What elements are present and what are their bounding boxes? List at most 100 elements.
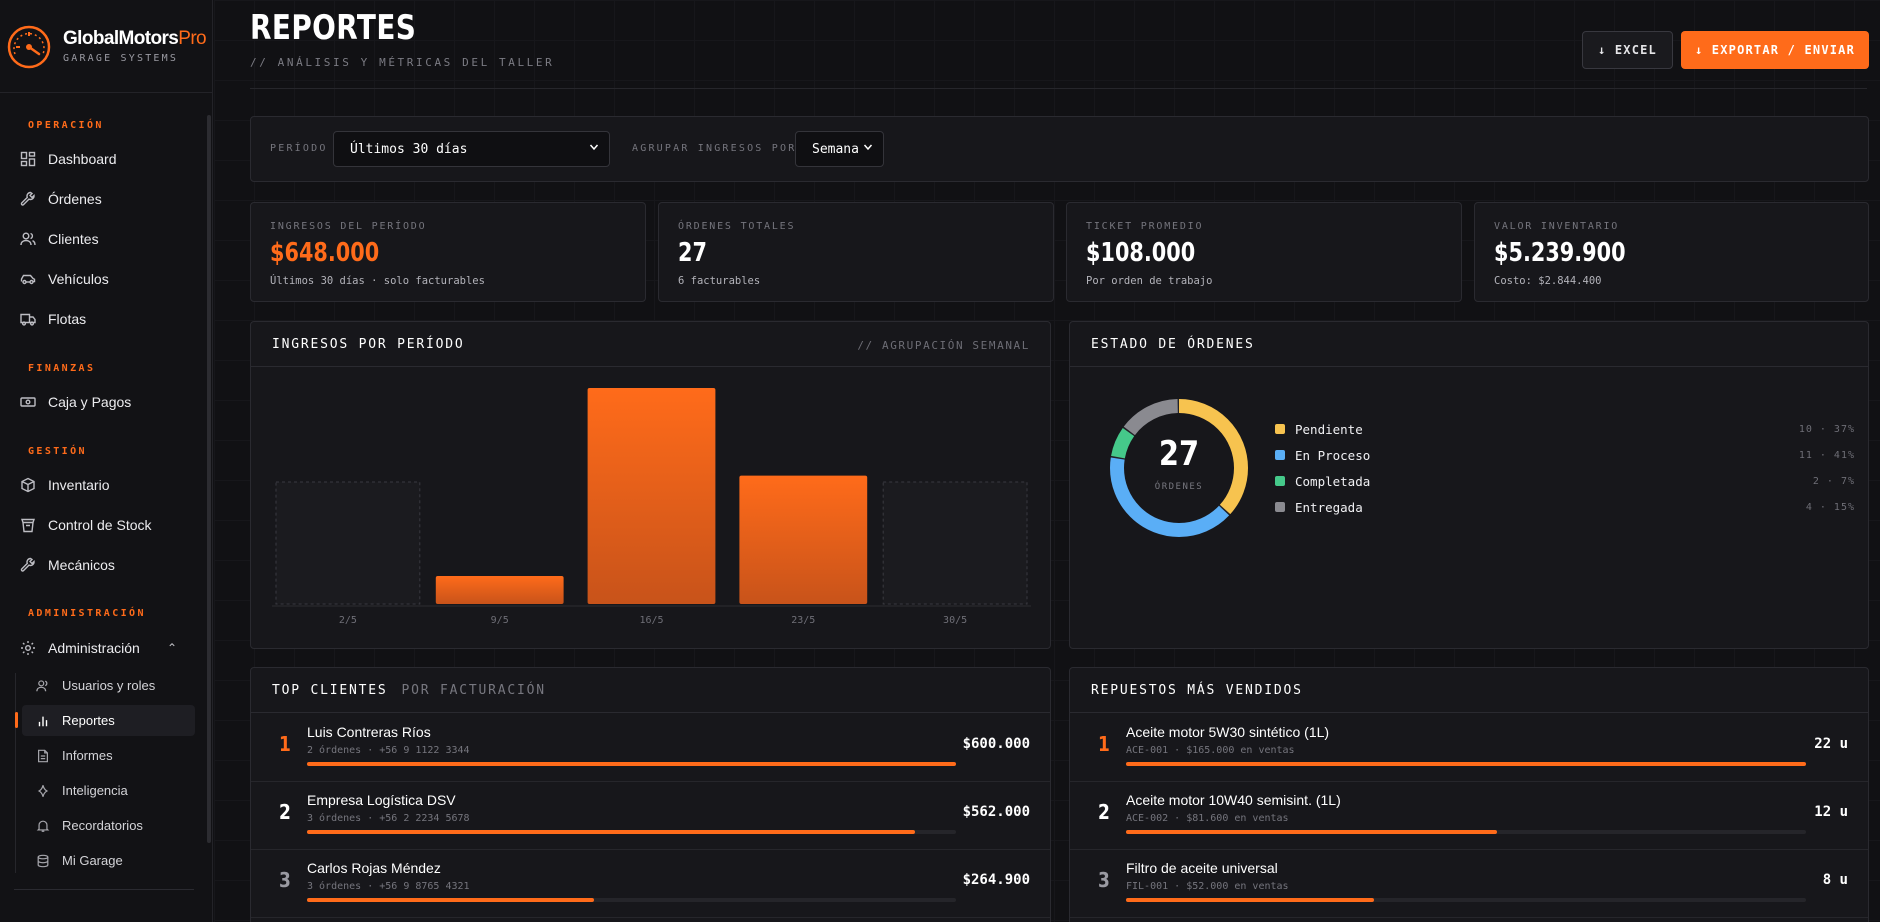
group-by-select-value: Semana — [812, 141, 859, 157]
sidebar-subitem-informes[interactable]: Informes — [22, 740, 195, 771]
legend-swatch — [1275, 476, 1285, 486]
panel-title: REPUESTOS MÁS VENDIDOS — [1091, 683, 1303, 698]
rank: 1 — [1098, 732, 1110, 756]
donut-segment[interactable] — [1110, 399, 1248, 537]
sidebar: GlobalMotorsPro GARAGE SYSTEMS OPERACIÓN… — [0, 0, 213, 922]
legend-label: En Proceso — [1295, 447, 1371, 463]
client-row[interactable]: 2 Empresa Logística DSV 3 órdenes · +56 … — [251, 782, 1050, 850]
donut-segment[interactable] — [1110, 399, 1248, 537]
panel-subtitle: POR FACTURACIÓN — [401, 683, 546, 698]
empty-bar — [882, 481, 1028, 605]
legend-item-pendiente: Pendiente 10 · 37% — [1275, 420, 1855, 438]
part-row[interactable]: 1 Aceite motor 5W30 sintético (1L) ACE-0… — [1070, 714, 1868, 782]
donut-total-label: ÓRDENES — [1154, 482, 1204, 492]
sparkle-icon — [36, 784, 50, 798]
revenue-chart-panel: INGRESOS POR PERÍODO // AGRUPACIÓN SEMAN… — [250, 321, 1051, 649]
active-indicator — [15, 712, 18, 728]
period-select[interactable]: Últimos 30 días — [333, 131, 610, 167]
legend-swatch — [1275, 450, 1285, 460]
kpi-label: TICKET PROMEDIO — [1086, 221, 1204, 232]
sidebar-subitem-mi-garage[interactable]: Mi Garage — [22, 845, 195, 876]
wrench-icon — [20, 557, 36, 573]
legend-label: Completada — [1295, 473, 1371, 489]
sidebar-subitem-label: Reportes — [62, 713, 115, 728]
sidebar-subitem-label: Recordatorios — [62, 818, 143, 833]
truck-icon — [20, 311, 36, 327]
client-row[interactable]: 3 Carlos Rojas Méndez 3 órdenes · +56 9 … — [251, 850, 1050, 918]
export-send-button[interactable]: ↓ EXPORTAR / ENVIAR — [1681, 31, 1869, 69]
kpi-card-ordenes: ÓRDENES TOTALES 27 6 facturables — [658, 202, 1054, 302]
rank: 3 — [1098, 868, 1110, 892]
gear-icon — [20, 640, 36, 656]
sidebar-item-vehiculos[interactable]: Vehículos — [20, 263, 195, 295]
page-title: REPORTES — [250, 8, 417, 48]
legend-value: 2 · 7% — [1812, 475, 1855, 487]
sidebar-subitem-reportes[interactable]: Reportes — [22, 705, 195, 736]
sidebar-subitem-usuarios-roles[interactable]: Usuarios y roles — [22, 670, 195, 701]
part-row[interactable]: 3 Filtro de aceite universal FIL-001 · $… — [1070, 850, 1868, 918]
sidebar-item-flotas[interactable]: Flotas — [20, 303, 195, 335]
excel-button[interactable]: ↓ EXCEL — [1582, 31, 1673, 69]
brand-logo[interactable]: GlobalMotorsPro GARAGE SYSTEMS — [6, 20, 207, 76]
sidebar-subitem-recordatorios[interactable]: Recordatorios — [22, 810, 195, 841]
kpi-value: $108.000 — [1086, 238, 1196, 268]
kpi-card-ticket: TICKET PROMEDIO $108.000 Por orden de tr… — [1066, 202, 1462, 302]
kpi-value: $648.000 — [270, 238, 380, 268]
chevron-up-icon[interactable]: ⌃ — [166, 641, 177, 655]
legend-swatch — [1275, 502, 1285, 512]
document-icon — [36, 749, 50, 763]
part-row[interactable]: 2 Aceite motor 10W40 semisint. (1L) ACE-… — [1070, 782, 1868, 850]
revenue-bar[interactable] — [739, 475, 868, 604]
legend-swatch — [1275, 424, 1285, 434]
wrench-icon — [20, 191, 36, 207]
part-name: Aceite motor 5W30 sintético (1L) — [1126, 724, 1330, 740]
client-details: 3 órdenes · +56 2 2234 5678 — [307, 813, 470, 824]
kpi-value: $5.239.900 — [1494, 238, 1626, 268]
progress-track — [307, 762, 956, 766]
brand-name: GlobalMotorsPro — [63, 28, 207, 49]
client-details: 2 órdenes · +56 9 1122 3344 — [307, 745, 470, 756]
sidebar-item-inventario[interactable]: Inventario — [20, 469, 195, 501]
sidebar-subitem-label: Informes — [62, 748, 113, 763]
bell-icon — [36, 819, 50, 833]
revenue-bar[interactable] — [435, 575, 564, 604]
car-icon — [20, 271, 36, 287]
progress-track — [307, 830, 956, 834]
part-name: Aceite motor 10W40 semisint. (1L) — [1126, 792, 1341, 808]
sidebar-item-dashboard[interactable]: Dashboard — [20, 143, 195, 175]
rank: 3 — [279, 868, 291, 892]
sidebar-item-label: Control de Stock — [48, 517, 152, 533]
kpi-note: Por orden de trabajo — [1086, 275, 1213, 287]
progress-track — [1126, 830, 1806, 834]
group-by-select[interactable]: Semana — [795, 131, 884, 167]
progress-fill — [1126, 762, 1806, 766]
progress-track — [307, 898, 956, 902]
legend-item-completada: Completada 2 · 7% — [1275, 472, 1855, 490]
sidebar-item-control-stock[interactable]: Control de Stock — [20, 509, 195, 541]
part-units: 22 u — [1814, 736, 1848, 752]
order-status-donut — [1110, 399, 1248, 537]
sidebar-item-administracion[interactable]: Administración ⌃ — [20, 632, 195, 664]
progress-fill — [1126, 898, 1374, 902]
revenue-bar[interactable] — [587, 388, 716, 604]
sidebar-subitem-inteligencia[interactable]: Inteligencia — [22, 775, 195, 806]
client-amount: $562.000 — [962, 804, 1030, 820]
section-finanzas: FINANZAS — [28, 363, 96, 374]
client-row[interactable]: 1 Luis Contreras Ríos 2 órdenes · +56 9 … — [251, 714, 1050, 782]
legend-label: Entregada — [1295, 499, 1363, 515]
progress-fill — [1126, 830, 1497, 834]
kpi-note: Últimos 30 días · solo facturables — [270, 275, 485, 287]
sidebar-item-caja-pagos[interactable]: Caja y Pagos — [20, 386, 195, 418]
chevron-down-icon — [589, 144, 599, 151]
sidebar-item-mecanicos[interactable]: Mecánicos — [20, 549, 195, 581]
client-name: Carlos Rojas Méndez — [307, 860, 441, 876]
section-operacion: OPERACIÓN — [28, 120, 104, 131]
section-administracion: ADMINISTRACIÓN — [28, 608, 146, 619]
sidebar-item-label: Mecánicos — [48, 557, 115, 573]
sidebar-item-ordenes[interactable]: Órdenes — [20, 183, 195, 215]
sidebar-scrollbar[interactable] — [207, 115, 211, 843]
sidebar-item-clientes[interactable]: Clientes — [20, 223, 195, 255]
group-by-label: AGRUPAR INGRESOS POR — [632, 143, 797, 154]
progress-track — [1126, 898, 1806, 902]
panel-header: REPUESTOS MÁS VENDIDOS — [1070, 668, 1868, 713]
